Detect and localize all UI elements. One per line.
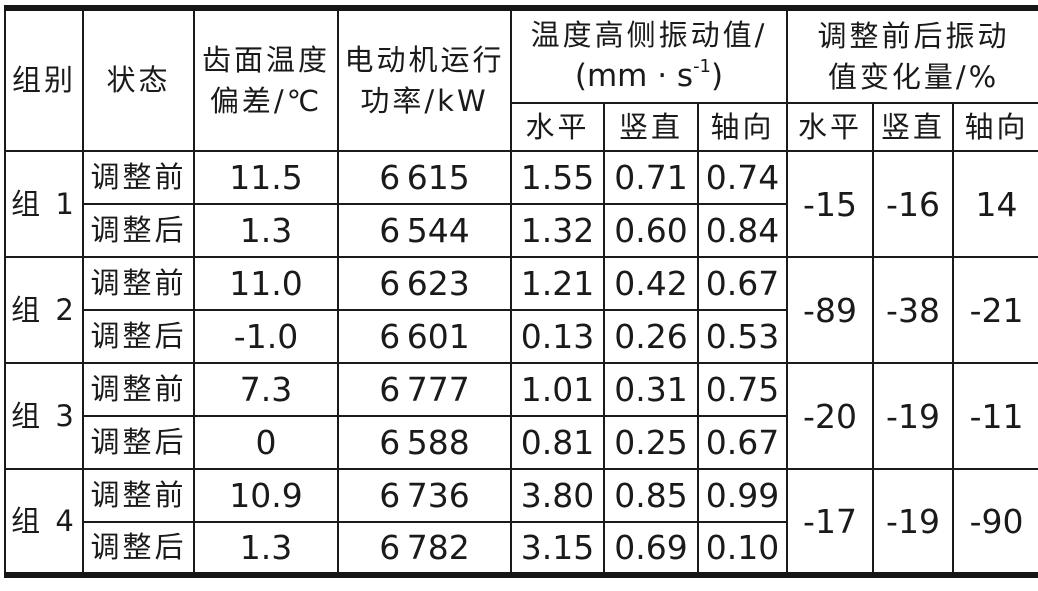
power-cell: 6 623 [337,256,512,311]
change-a-cell: -90 [951,468,1038,576]
subheader-vib-vertical: 竖直 [603,102,699,152]
vib-v-cell: 0.85 [603,468,699,523]
header-change-percent: 调整前后振动 值变化量/% [785,7,1038,104]
subheader-change-vertical: 竖直 [872,102,954,152]
vib-a-cell: 0.10 [697,521,788,576]
vibration-data-table: 组别 状态 齿面温度 偏差/℃ 电动机运行 功率/kW 温度高侧振动值/ (mm… [4,5,1038,578]
power-cell: 6 588 [337,415,512,470]
temp-cell: 1.3 [193,521,339,576]
unit-prefix: (mm · s [574,58,694,95]
power-cell: 6 736 [337,468,512,523]
vib-a-cell: 0.75 [697,362,788,417]
header-motor-power: 电动机运行 功率/kW [337,7,512,152]
status-cell: 调整前 [82,362,195,417]
header-vibration-value: 温度高侧振动值/ (mm · s-1) [510,7,788,104]
header-temp-line2: 偏差/℃ [209,83,323,118]
subheader-change-horizontal: 水平 [786,102,874,152]
unit-suffix: ) [711,58,724,95]
subheader-vib-axial: 轴向 [697,102,788,152]
vib-h-cell: 1.21 [510,256,605,311]
change-v-cell: -19 [872,468,954,576]
vib-h-cell: 1.55 [510,150,605,205]
vib-h-cell: 0.81 [510,415,605,470]
change-a-cell: 14 [951,150,1038,258]
vib-v-cell: 0.60 [603,203,699,258]
header-power-line1: 电动机运行 [344,43,505,78]
header-group: 组别 [4,7,84,152]
vib-a-cell: 0.53 [697,309,788,364]
temp-cell: -1.0 [193,309,339,364]
change-h-cell: -15 [786,150,874,258]
header-vibration-unit: (mm · s-1) [513,55,785,98]
change-v-cell: -19 [872,362,954,470]
vib-a-cell: 0.84 [697,203,788,258]
power-cell: 6 615 [337,150,512,205]
vib-v-cell: 0.71 [603,150,699,205]
vib-h-cell: 1.01 [510,362,605,417]
vib-h-cell: 0.13 [510,309,605,364]
temp-cell: 10.9 [193,468,339,523]
power-cell: 6 782 [337,521,512,576]
status-cell: 调整后 [82,415,195,470]
temp-cell: 0 [193,415,339,470]
header-vibration-line1: 温度高侧振动值/ [530,18,768,53]
vib-h-cell: 3.80 [510,468,605,523]
change-h-cell: -20 [786,362,874,470]
subheader-change-axial: 轴向 [951,102,1038,152]
vib-v-cell: 0.69 [603,521,699,576]
status-cell: 调整前 [82,256,195,311]
header-power-line2: 功率/kW [360,83,489,118]
vib-h-cell: 1.32 [510,203,605,258]
vib-v-cell: 0.42 [603,256,699,311]
status-cell: 调整后 [82,203,195,258]
group-name-cell: 组 1 [4,150,84,258]
vib-h-cell: 3.15 [510,521,605,576]
change-v-cell: -38 [872,256,954,364]
status-cell: 调整前 [82,468,195,523]
vib-a-cell: 0.99 [697,468,788,523]
group-name-cell: 组 4 [4,468,84,576]
change-h-cell: -17 [786,468,874,576]
unit-superscript: -1 [693,56,711,78]
power-cell: 6 777 [337,362,512,417]
vib-v-cell: 0.26 [603,309,699,364]
header-temp-deviation: 齿面温度 偏差/℃ [193,7,339,152]
temp-cell: 7.3 [193,362,339,417]
vib-a-cell: 0.67 [697,256,788,311]
header-status: 状态 [82,7,195,152]
header-change-line1: 调整前后振动 [817,19,1010,54]
change-v-cell: -16 [872,150,954,258]
vib-a-cell: 0.74 [697,150,788,205]
group-name-cell: 组 3 [4,362,84,470]
status-cell: 调整前 [82,150,195,205]
status-cell: 调整后 [82,309,195,364]
vib-a-cell: 0.67 [697,415,788,470]
power-cell: 6 601 [337,309,512,364]
temp-cell: 11.5 [193,150,339,205]
vib-v-cell: 0.31 [603,362,699,417]
change-h-cell: -89 [786,256,874,364]
header-temp-line1: 齿面温度 [201,43,330,78]
subheader-vib-horizontal: 水平 [510,102,605,152]
vib-v-cell: 0.25 [603,415,699,470]
status-cell: 调整后 [82,521,195,576]
header-change-line2: 值变化量/% [827,59,1000,94]
group-name-cell: 组 2 [4,256,84,364]
power-cell: 6 544 [337,203,512,258]
temp-cell: 1.3 [193,203,339,258]
table-container: 组别 状态 齿面温度 偏差/℃ 电动机运行 功率/kW 温度高侧振动值/ (mm… [4,5,1038,578]
temp-cell: 11.0 [193,256,339,311]
change-a-cell: -11 [951,362,1038,470]
change-a-cell: -21 [951,256,1038,364]
